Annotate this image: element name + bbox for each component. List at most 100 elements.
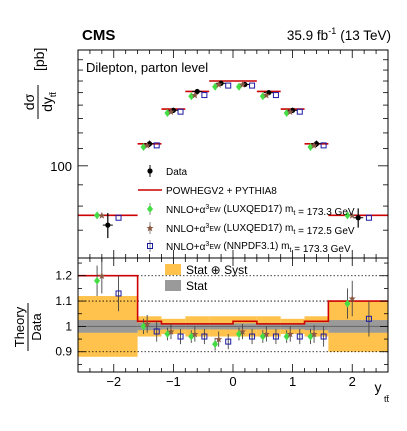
- ratio-ylabel-den: Data: [29, 313, 44, 341]
- ratio-xlabel-sub: tt̄: [384, 394, 390, 404]
- star-point: [262, 91, 270, 99]
- open-square-point: [272, 92, 279, 99]
- open-square-ratio-point: [272, 333, 279, 340]
- legend-marker: [146, 224, 154, 232]
- legend-label: Data: [166, 167, 188, 178]
- ratio-xlabel: y: [375, 379, 382, 395]
- diamond-ratio-point: [283, 332, 290, 341]
- open-square-point: [177, 108, 184, 115]
- legend-label-part: = 173.3 GeV: [291, 244, 351, 255]
- open-square-ratio-point: [225, 338, 232, 345]
- open-square-ratio-point: [296, 333, 303, 340]
- star-ratio-point: [239, 327, 247, 335]
- open-square-point: [249, 82, 256, 89]
- legend-label: NNLO+α3EW (LUXQED17) mt = 173.3 GeV: [166, 204, 355, 218]
- legend-label-part: NNLO+α: [166, 224, 206, 235]
- legend-label-part: EW: [209, 244, 221, 251]
- legend-label-part: NNLO+α: [166, 205, 206, 216]
- star-ratio-point: [191, 330, 199, 338]
- star-point: [286, 108, 294, 116]
- diamond-point: [94, 211, 101, 220]
- legend-label-part: NNLO+α: [166, 242, 206, 253]
- diamond-ratio-point: [259, 332, 266, 341]
- legend-marker: [147, 205, 153, 213]
- main-ylabel-unit: [pb]: [31, 48, 47, 71]
- star-point: [98, 211, 106, 219]
- lumi-label: 35.9 fb-1 (13 TeV): [287, 26, 391, 43]
- ratio-xtick-label: 1: [289, 374, 296, 389]
- legend-label-part: = 172.5 GeV: [295, 226, 355, 237]
- legend-label-part: t: [293, 210, 295, 217]
- star-point: [191, 91, 199, 99]
- star-ratio-point: [286, 330, 294, 338]
- legend-label-part: (LUXQED17) m: [221, 223, 294, 234]
- lumi-unit-sup: -1: [328, 26, 336, 36]
- open-square-ratio-point: [201, 333, 208, 340]
- experiment-label: CMS: [82, 27, 115, 44]
- energy-value: (13 TeV): [340, 28, 391, 43]
- main-ylabel-den-sub: tt̄: [48, 91, 58, 97]
- legend-label-part: = 173.3 GeV: [295, 207, 355, 218]
- star-point: [215, 80, 223, 88]
- open-square-point: [201, 92, 208, 99]
- legend-label: NNLO+α3EW (NNPDF3.1) mt = 173.3 GeV: [166, 241, 351, 255]
- legend-label-part: EW: [209, 226, 221, 233]
- star-ratio-point: [215, 335, 223, 343]
- legend-label: NNLO+α3EW (LUXQED17) mt = 172.5 GeV: [166, 223, 355, 237]
- legend-stat-syst-label: Stat ⊕ Syst: [186, 263, 248, 277]
- ratio-xtick-label: 0: [229, 374, 236, 389]
- ratio-ytick-label: 0.9: [55, 345, 72, 359]
- open-square-ratio-point: [153, 328, 160, 335]
- legend-marker: [147, 168, 153, 174]
- star-ratio-point: [98, 272, 106, 280]
- diamond-ratio-point: [344, 299, 351, 308]
- star-ratio-point: [310, 330, 318, 338]
- open-square-point: [225, 82, 232, 89]
- ratio-ytick-label: 1.1: [55, 294, 72, 308]
- data-point: [194, 88, 200, 95]
- ratio-xtick-label: −2: [106, 374, 121, 389]
- data-point: [266, 90, 272, 96]
- diamond-point: [212, 82, 219, 91]
- main-ylabel: dσ dytt̄ [pb]: [21, 48, 58, 119]
- main-ytick-label: 100: [50, 159, 72, 174]
- open-square-point: [115, 214, 122, 221]
- open-square-ratio-point: [320, 333, 327, 340]
- main-panel-title: Dilepton, parton level: [86, 60, 208, 75]
- main-ylabel-den-text: dy: [39, 97, 55, 112]
- main-ylabel-num: dσ: [21, 93, 37, 110]
- data-point: [105, 222, 111, 228]
- open-square-point: [365, 214, 372, 221]
- legend-label-part: t: [290, 247, 292, 254]
- legend-stat-label: Stat: [186, 279, 208, 293]
- star-ratio-point: [262, 330, 270, 338]
- main-ylabel-den: dytt̄: [39, 91, 58, 111]
- star-point: [143, 141, 151, 149]
- legend-label-part: (LUXQED17) m: [221, 204, 294, 215]
- open-square-point: [320, 142, 327, 149]
- legend-label: POWHEGV2 + PYTHIA8: [166, 186, 277, 197]
- star-ratio-point: [143, 320, 151, 328]
- open-square-ratio-point: [115, 290, 122, 297]
- powheg-ratio-step: [78, 274, 388, 325]
- open-square-ratio-point: [249, 333, 256, 340]
- diamond-ratio-point: [164, 330, 171, 338]
- ratio-panel: −2 −1 0 1 2 0.9 1 1.1 1.2 ytt̄ Stat ⊕ Syst Stat: [55, 257, 390, 404]
- star-point: [310, 141, 318, 149]
- legend-label-part: 3: [205, 241, 209, 248]
- diamond-ratio-point: [94, 276, 101, 285]
- ratio-ylabel-num: Theory: [12, 306, 27, 347]
- diamond-point: [235, 82, 242, 91]
- open-square-point: [153, 142, 160, 149]
- legend-stat-syst-swatch: [165, 264, 181, 275]
- diamond-ratio-point: [188, 332, 195, 341]
- open-square-ratio-point: [365, 315, 372, 322]
- legend-label-part: t: [293, 229, 295, 236]
- legend-marker: [147, 243, 153, 249]
- open-square-ratio-point: [177, 333, 184, 340]
- lumi-value: 35.9 fb: [287, 28, 328, 43]
- legend-label-part: 3: [205, 223, 209, 230]
- open-square-point: [296, 108, 303, 115]
- star-point: [348, 211, 356, 219]
